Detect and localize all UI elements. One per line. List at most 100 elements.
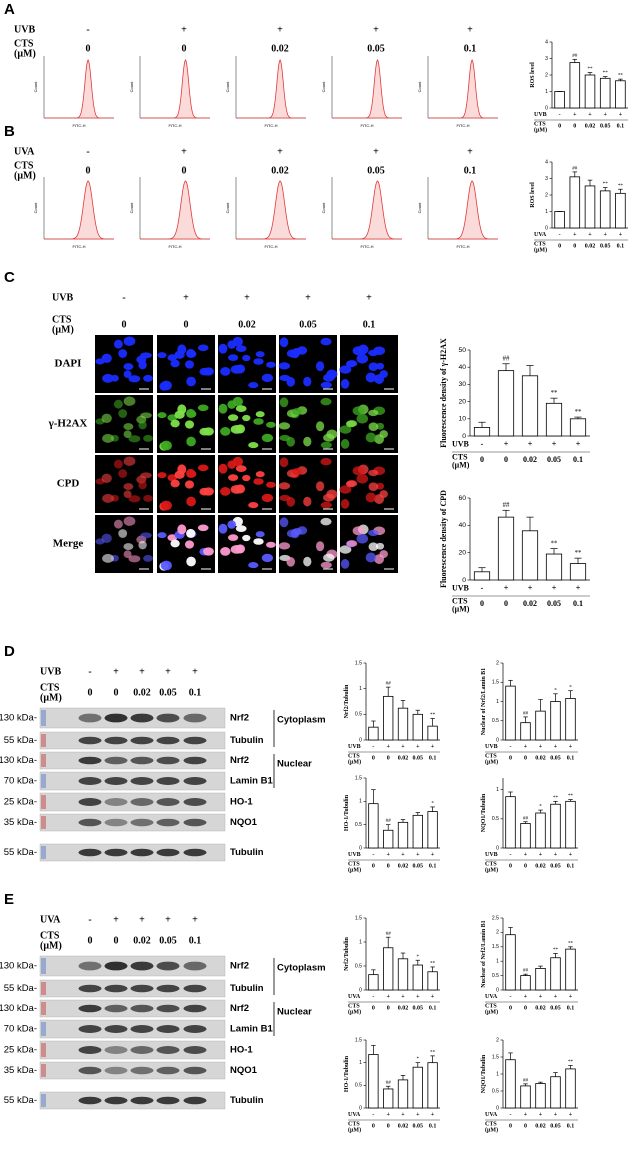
category-label: 0.05 xyxy=(413,863,424,869)
nucleus xyxy=(186,496,196,507)
row-label: γ-H2AX xyxy=(48,418,88,430)
nucleus xyxy=(227,400,237,409)
band xyxy=(78,818,102,827)
band xyxy=(130,756,154,765)
nucleus xyxy=(220,547,231,556)
y-axis-label: Nrf2/Tubulin xyxy=(344,936,350,970)
treatment-mark: + xyxy=(569,1112,573,1118)
nucleus xyxy=(184,360,195,369)
nucleus xyxy=(266,541,276,548)
category-label: 0.05 xyxy=(413,1123,424,1129)
treatment-mark: + xyxy=(528,440,533,449)
nucleus xyxy=(140,412,152,419)
nucleus xyxy=(242,414,251,422)
kda-label: 25 kDa- xyxy=(4,1045,37,1056)
dose-value: 0.1 xyxy=(363,319,376,330)
nucleus xyxy=(286,556,296,567)
nucleus xyxy=(138,540,147,550)
treatment-mark: + xyxy=(573,232,577,238)
nucleus xyxy=(128,495,141,503)
bar xyxy=(569,62,581,109)
category-label: 0.1 xyxy=(429,1005,437,1011)
protein-label: Tubulin xyxy=(230,1095,264,1106)
nucleus xyxy=(320,337,332,346)
bar xyxy=(615,80,626,109)
dose-label: CTS xyxy=(452,596,468,605)
nucleus xyxy=(227,460,237,469)
band xyxy=(183,1066,207,1075)
nucleus xyxy=(123,550,132,558)
dose-label: CTS xyxy=(14,38,34,49)
histogram xyxy=(428,59,498,119)
category-label: 0 xyxy=(372,1123,375,1129)
protein-label: NQO1 xyxy=(230,1065,258,1076)
hist-x-label: FITC-H xyxy=(168,123,181,128)
band xyxy=(130,1025,154,1033)
dose-value: 0.02 xyxy=(271,43,289,54)
bar xyxy=(427,725,438,741)
nucleus xyxy=(315,421,325,432)
nucleus xyxy=(128,555,141,563)
dose-value: 0 xyxy=(114,935,119,946)
treatment-mark: + xyxy=(192,914,198,925)
y-tick-label: 1.5 xyxy=(355,775,362,781)
nucleus xyxy=(140,352,152,359)
kda-label: 55 kDa- xyxy=(4,735,37,746)
dose-value: 0.05 xyxy=(367,43,385,54)
nucleus xyxy=(160,380,172,391)
histogram xyxy=(236,180,306,240)
band xyxy=(78,756,102,765)
panel-letter: C xyxy=(4,269,15,286)
band xyxy=(104,1025,128,1033)
significance: * xyxy=(554,687,557,693)
y-tick-label: 1.5 xyxy=(355,1037,362,1043)
y-tick-label: 0 xyxy=(359,1105,362,1111)
nucleus xyxy=(197,464,209,472)
nucleus xyxy=(157,472,167,479)
nucleus xyxy=(228,474,239,481)
nucleus xyxy=(320,517,332,526)
hist-x-label: FITC-H xyxy=(456,244,469,249)
y-tick-label: 0 xyxy=(545,105,548,111)
treatment-mark: + xyxy=(504,440,509,449)
treatment-mark: - xyxy=(122,292,125,303)
band xyxy=(104,1004,128,1013)
nucleus xyxy=(101,353,112,363)
bar xyxy=(599,190,611,229)
category-label: 0 xyxy=(504,599,508,608)
nucleus xyxy=(340,439,350,449)
dose-value: 0.05 xyxy=(367,165,385,176)
bar xyxy=(565,698,576,741)
nucleus xyxy=(102,373,114,383)
treatment-mark: - xyxy=(86,146,89,157)
category-label: 0.1 xyxy=(429,755,437,761)
treatment-label: UVB xyxy=(534,112,547,118)
y-tick-label: 1.5 xyxy=(492,1054,499,1060)
nucleus xyxy=(340,559,350,569)
treatment-mark: - xyxy=(510,1112,512,1118)
treatment-mark: - xyxy=(372,852,374,858)
y-tick-label: 1 xyxy=(496,959,499,965)
kda-label: 70 kDa- xyxy=(4,1024,37,1035)
treatment-mark: + xyxy=(539,1112,543,1118)
dose-unit: (μM) xyxy=(534,127,547,134)
y-tick-label: 1 xyxy=(359,686,362,692)
nucleus xyxy=(197,404,209,412)
nucleus xyxy=(143,434,153,442)
band xyxy=(183,848,207,857)
bar xyxy=(520,1085,531,1109)
treatment-mark: + xyxy=(366,292,372,303)
significance: ## xyxy=(572,53,578,59)
band xyxy=(104,756,128,765)
significance: ** xyxy=(618,73,624,79)
row-label: Merge xyxy=(53,538,84,550)
treatment-mark: + xyxy=(467,146,473,157)
band xyxy=(183,736,207,745)
nucleus xyxy=(365,552,377,563)
nucleus xyxy=(303,496,312,507)
dose-unit: (μM) xyxy=(14,48,36,59)
nucleus xyxy=(356,533,369,544)
nucleus xyxy=(186,348,196,358)
significance: ** xyxy=(568,1059,574,1065)
